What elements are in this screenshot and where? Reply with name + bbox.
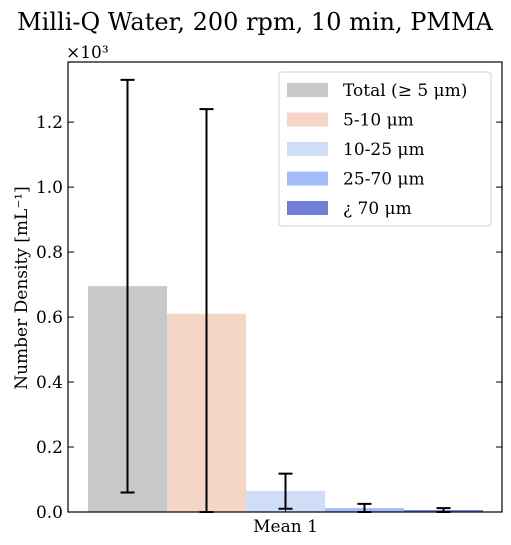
y-tick-label-4: 0.8 [36,243,63,263]
y-tick-label-5: 1.0 [36,178,63,198]
legend-label-1: Total (≥ 5 μm) [343,81,467,101]
legend-label-2: 5-10 μm [343,111,414,131]
x-tick-label-1: Mean 1 [253,517,318,537]
legend-label-5: ¿ 70 μm [343,199,412,219]
y-tick-label-0: 0.0 [36,503,63,523]
legend-swatch-1 [287,83,328,97]
plot-area: 0.0 0.2 0.4 0.6 0.8 1.0 1.2 Mean 1 [36,61,503,537]
y-tick-label-3: 0.6 [36,308,63,328]
y-multiplier: ×10³ [66,43,109,63]
legend-label-3: 10-25 μm [343,140,425,160]
legend-box [278,71,492,227]
y-axis-label: Number Density [mL⁻¹] [12,186,32,390]
legend-swatch-5 [287,201,328,215]
legend-swatch-2 [287,112,328,127]
legend-label-4: 25-70 μm [343,170,425,190]
y-tick-label-2: 0.4 [36,373,63,393]
legend-swatch-4 [287,171,328,186]
chart-title: Milli-Q Water, 200 rpm, 10 min, PMMA [17,8,493,36]
legend-swatch-3 [287,142,328,156]
y-tick-label-6: 1.2 [36,113,63,133]
y-tick-label-1: 0.2 [36,438,63,458]
legend: Total (≥ 5 μm) 5-10 μm 10-25 μm 25-70 μm ¿ 7… [278,71,492,227]
